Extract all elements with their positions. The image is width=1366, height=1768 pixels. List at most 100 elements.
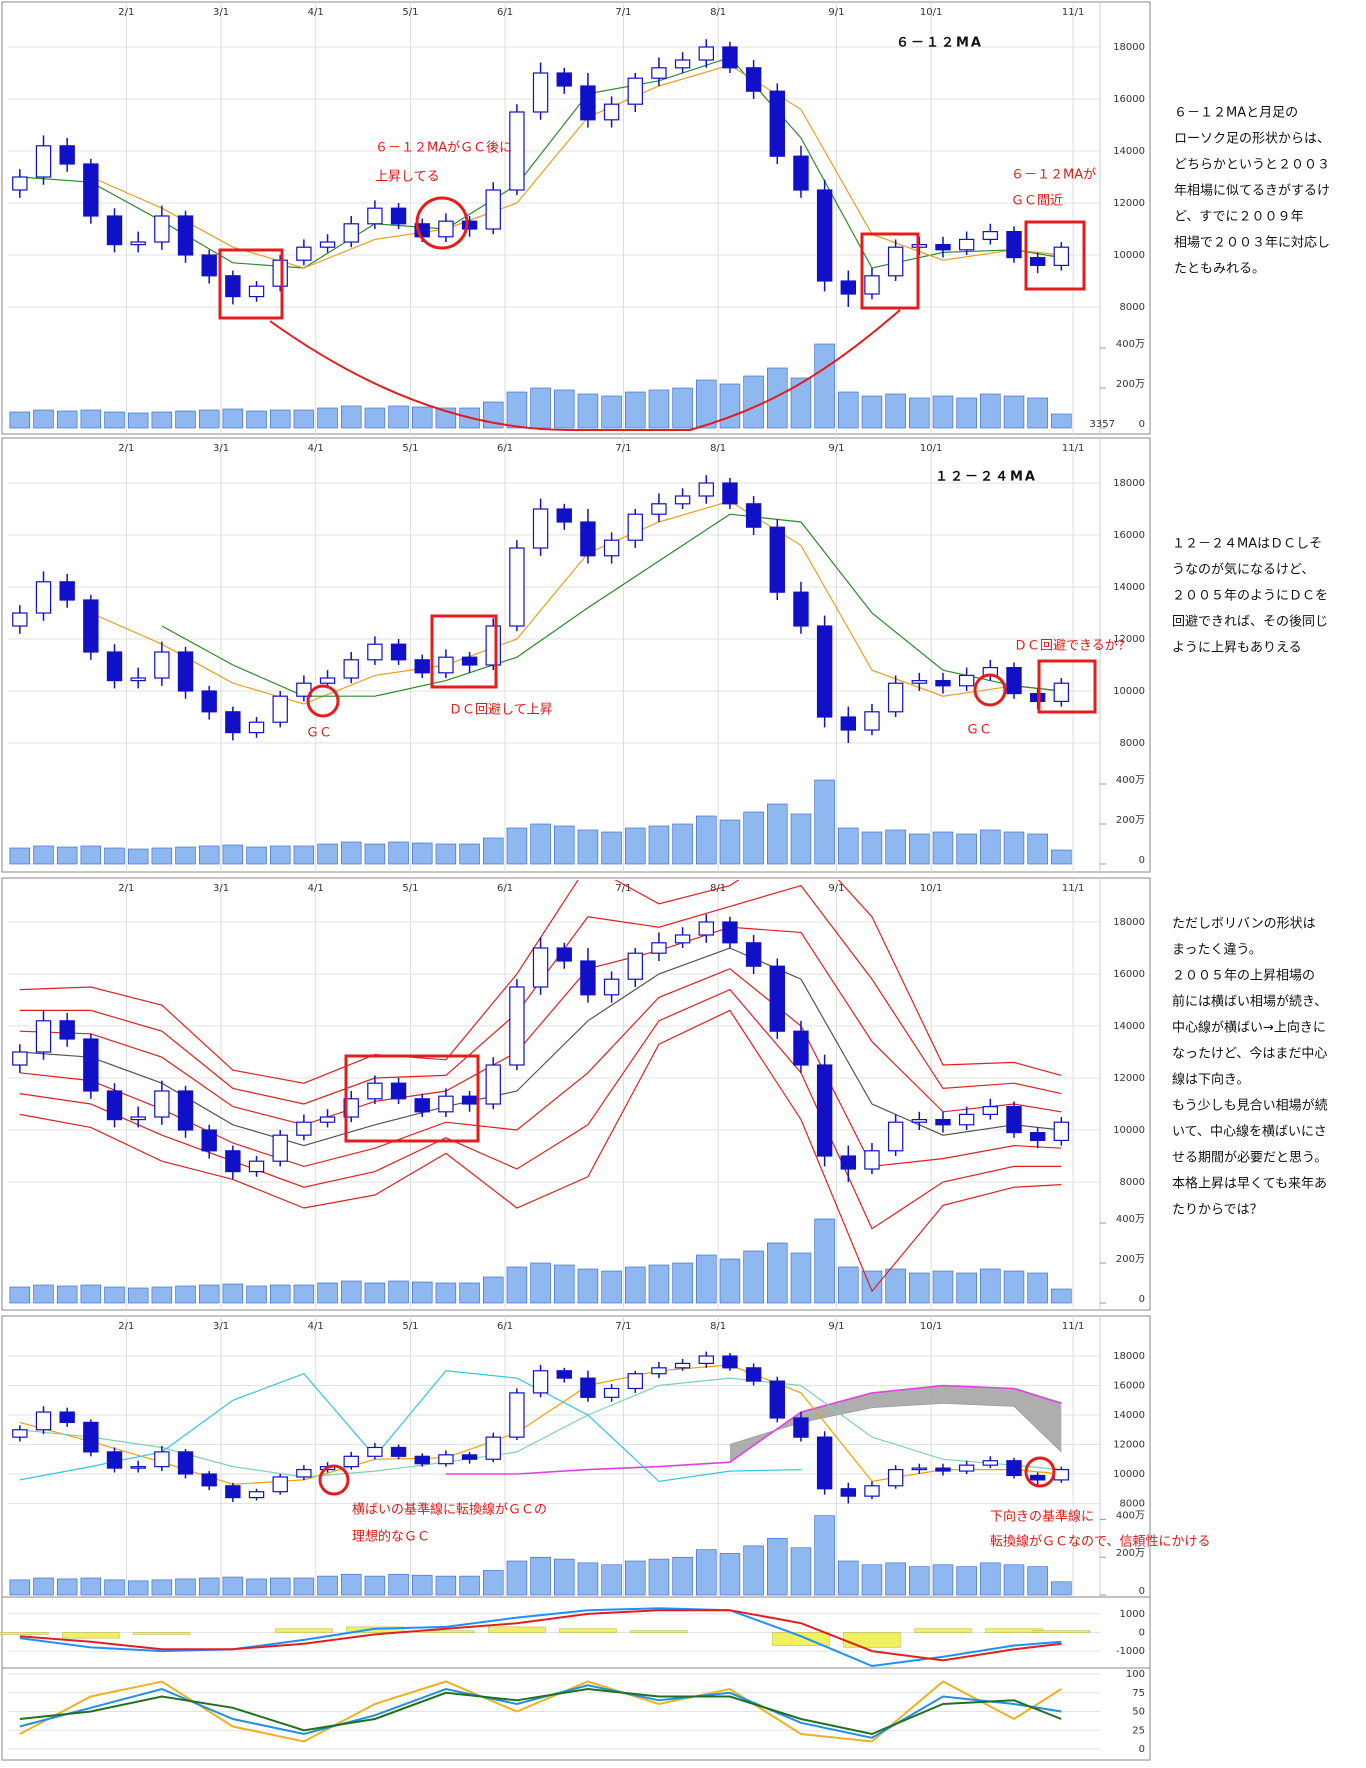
highlight-circle bbox=[415, 196, 469, 250]
candle-body bbox=[461, 1454, 478, 1460]
volume-bar bbox=[56, 846, 78, 865]
y2-tick-label: 200万 bbox=[1116, 1254, 1145, 1265]
volume-bar bbox=[577, 393, 599, 429]
candle-body bbox=[83, 599, 99, 653]
indicator-line bbox=[19, 1009, 1062, 1293]
candle-body bbox=[414, 659, 430, 674]
candle-body bbox=[651, 1367, 667, 1375]
candle-body bbox=[1029, 1474, 1046, 1481]
annotation: ＤＣ回避できるか？ bbox=[1014, 639, 1131, 654]
candle-body bbox=[83, 163, 99, 217]
candle-body bbox=[603, 539, 620, 557]
candle-body bbox=[816, 1436, 833, 1490]
volume-bar bbox=[151, 411, 173, 429]
candle-body bbox=[59, 1411, 75, 1423]
volume-bar bbox=[198, 409, 220, 429]
candle-body bbox=[12, 176, 28, 191]
volume-bar bbox=[980, 829, 1001, 865]
candle-body bbox=[793, 591, 809, 627]
candle-body bbox=[958, 1464, 975, 1472]
candle-body bbox=[651, 67, 667, 79]
candle-body bbox=[816, 189, 833, 282]
volume-bar bbox=[956, 397, 977, 429]
candle-body bbox=[1053, 1121, 1070, 1141]
x-tick-label: 5/1 bbox=[402, 7, 418, 18]
y-tick-label: 18000 bbox=[1113, 478, 1145, 489]
arc bbox=[269, 309, 901, 431]
y-tick-label: 50 bbox=[1132, 1707, 1145, 1718]
candle-body bbox=[59, 145, 75, 165]
volume-bar bbox=[104, 1579, 125, 1596]
y-tick-label: 14000 bbox=[1113, 1410, 1145, 1421]
annotation: ６－１２MAがＧＣ後に bbox=[375, 141, 512, 156]
x-tick-label: 5/1 bbox=[402, 443, 418, 454]
note-line: ローソク足の形状からは、 bbox=[1174, 132, 1330, 147]
x-tick-label: 9/1 bbox=[828, 883, 844, 894]
volume-bar bbox=[1003, 831, 1025, 865]
volume-bar bbox=[411, 1281, 433, 1304]
volume-bar bbox=[1027, 1272, 1048, 1304]
note-line: 回避できれば、その後同じ bbox=[1172, 615, 1328, 630]
candle-body bbox=[556, 72, 572, 87]
candle-body bbox=[177, 1451, 194, 1475]
highlight-circle bbox=[1024, 1456, 1056, 1488]
candle-body bbox=[225, 1485, 241, 1499]
volume-bar bbox=[648, 825, 670, 865]
candle-body bbox=[603, 978, 620, 996]
note-line: 前には横ばい相場が続き、 bbox=[1172, 994, 1327, 1010]
volume-bar bbox=[814, 1515, 835, 1596]
volume-bar bbox=[364, 1575, 386, 1596]
volume-bar bbox=[435, 1282, 457, 1304]
note-line: いて、中心線を横ばいにさ bbox=[1172, 1124, 1327, 1140]
y-tick-label: 25 bbox=[1132, 1725, 1145, 1736]
candle-body bbox=[722, 1355, 738, 1369]
volume-bar bbox=[80, 845, 102, 865]
candle-body bbox=[532, 508, 549, 549]
candle-body bbox=[603, 1387, 620, 1398]
volume-bar bbox=[364, 843, 386, 865]
note-line: ただしボリバンの形状は bbox=[1172, 917, 1316, 932]
volume-bar bbox=[269, 1577, 291, 1596]
candle-body bbox=[627, 77, 643, 105]
indicator-line bbox=[19, 1607, 1062, 1668]
volume-bar bbox=[506, 1560, 528, 1596]
candle-body bbox=[580, 521, 596, 557]
x-tick-label: 6/1 bbox=[497, 7, 513, 18]
note-line: どちらかというと２００３ bbox=[1174, 158, 1330, 173]
candle-body bbox=[958, 674, 975, 687]
candle-body bbox=[12, 612, 28, 627]
y-tick-label: 0 bbox=[1139, 1628, 1145, 1639]
volume-bar bbox=[601, 1270, 622, 1304]
candle-body bbox=[390, 1446, 407, 1457]
candle-body bbox=[177, 1090, 194, 1131]
volume-bar bbox=[861, 395, 883, 429]
y2-tick-label: 200万 bbox=[1116, 379, 1145, 390]
candle-body bbox=[840, 1155, 856, 1170]
indicator-line bbox=[19, 1609, 1062, 1662]
volume-bar bbox=[317, 1282, 338, 1304]
candle-body bbox=[106, 1451, 123, 1469]
y-tick-label: 8000 bbox=[1120, 1177, 1145, 1188]
volume-bar bbox=[743, 1250, 764, 1304]
volume-bar bbox=[909, 833, 930, 865]
volume-bar bbox=[932, 831, 954, 865]
volume-bar bbox=[932, 1564, 954, 1596]
x-tick-label: 7/1 bbox=[615, 883, 631, 894]
indicator-line bbox=[19, 926, 1062, 1126]
candle-body bbox=[1029, 257, 1046, 267]
y-tick-label: 8000 bbox=[1120, 738, 1145, 749]
volume-bar bbox=[672, 823, 693, 865]
volume-bar bbox=[648, 389, 670, 429]
x-tick-label: 3/1 bbox=[213, 443, 229, 454]
candle-body bbox=[296, 1121, 312, 1136]
histogram-bar bbox=[62, 1632, 120, 1639]
candle-body bbox=[438, 220, 454, 238]
histogram-bar bbox=[914, 1628, 972, 1633]
candle-body bbox=[793, 155, 809, 191]
note-line: せる期間が必要だと思う。 bbox=[1172, 1151, 1327, 1166]
volume-bar bbox=[672, 387, 693, 429]
candle-body bbox=[343, 1455, 359, 1468]
volume-bar bbox=[175, 1578, 196, 1596]
note-line: まったく違う。 bbox=[1172, 943, 1262, 958]
x-tick-label: 11/1 bbox=[1062, 7, 1084, 18]
